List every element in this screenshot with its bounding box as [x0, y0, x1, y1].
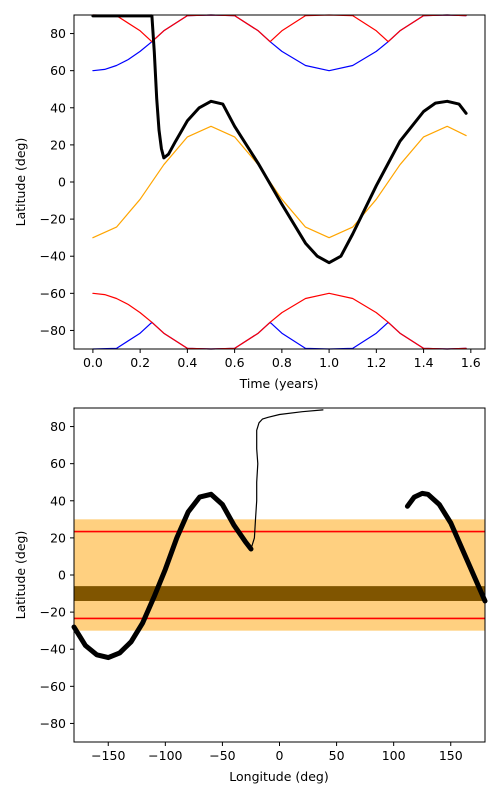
y-tick-label: 20 — [50, 137, 66, 152]
series-0-line — [71, 491, 254, 661]
y-tick-label: 40 — [50, 493, 66, 508]
y-tick-label: −40 — [40, 249, 66, 264]
x-tick-label: 100 — [382, 748, 406, 763]
y-tick-label: 60 — [50, 456, 66, 471]
x-tick-label: 0.8 — [272, 355, 292, 370]
y-tick-label: 60 — [50, 63, 66, 78]
x-tick-label: 150 — [439, 748, 463, 763]
tropics-band — [74, 519, 485, 631]
longitude-x-ticks: −150 −100 −50 0 50 100 150 — [91, 742, 463, 763]
longitude-y-axis-label: Latitude (deg) — [13, 531, 28, 620]
x-tick-label: 1.0 — [319, 355, 339, 370]
y-tick-label: 80 — [50, 26, 66, 41]
longitude-latitude-chart: −150 −100 −50 0 50 100 150 −80 −60 −40 −20 0 20 40 60… — [13, 407, 488, 784]
longitude-y-ticks: −80 −60 −40 −20 0 20 40 60 80 — [40, 419, 74, 731]
series-0-line — [92, 125, 467, 239]
y-tick-label: −20 — [40, 605, 66, 620]
time-x-ticks: 0.0 0.2 0.4 0.6 0.8 1.0 1.2 1.4 1.6 — [83, 349, 481, 370]
series-1-line — [404, 490, 488, 604]
y-tick-label: −80 — [40, 716, 66, 731]
y-tick-label: 80 — [50, 419, 66, 434]
series-5-line — [91, 14, 468, 265]
longitude-latitude-marks — [71, 409, 488, 661]
series-4-line — [92, 292, 467, 350]
y-tick-label: −20 — [40, 212, 66, 227]
y-tick-label: 20 — [50, 530, 66, 545]
series-2-line — [250, 409, 324, 550]
time-latitude-chart: 0.0 0.2 0.4 0.6 0.8 1.0 1.2 1.4 1.6 −80 −60 −40 −20… — [13, 14, 486, 391]
time-y-ticks: −80 −60 −40 −20 0 20 40 60 80 — [40, 26, 74, 338]
y-tick-label: 40 — [50, 100, 66, 115]
y-tick-label: −80 — [40, 323, 66, 338]
x-tick-label: −100 — [148, 748, 182, 763]
y-tick-label: 0 — [58, 175, 66, 190]
x-tick-label: 0.0 — [83, 355, 103, 370]
x-tick-label: 1.4 — [414, 355, 434, 370]
x-tick-label: 0.6 — [225, 355, 245, 370]
x-tick-label: 1.6 — [461, 355, 481, 370]
x-tick-label: 0.4 — [177, 355, 197, 370]
time-x-axis-label: Time (years) — [239, 376, 319, 391]
x-tick-label: −150 — [91, 748, 125, 763]
x-tick-label: −50 — [209, 748, 235, 763]
dense-track-band — [74, 586, 485, 601]
x-tick-label: 50 — [329, 748, 345, 763]
time-y-axis-label: Latitude (deg) — [13, 138, 28, 227]
time-latitude-marks — [91, 14, 468, 350]
y-tick-label: −60 — [40, 679, 66, 694]
x-tick-label: 0.2 — [130, 355, 150, 370]
y-tick-label: −60 — [40, 286, 66, 301]
y-tick-label: 0 — [58, 568, 66, 583]
x-tick-label: 1.2 — [366, 355, 386, 370]
x-tick-label: 0 — [276, 748, 284, 763]
y-tick-label: −40 — [40, 642, 66, 657]
longitude-x-axis-label: Longitude (deg) — [229, 769, 328, 784]
